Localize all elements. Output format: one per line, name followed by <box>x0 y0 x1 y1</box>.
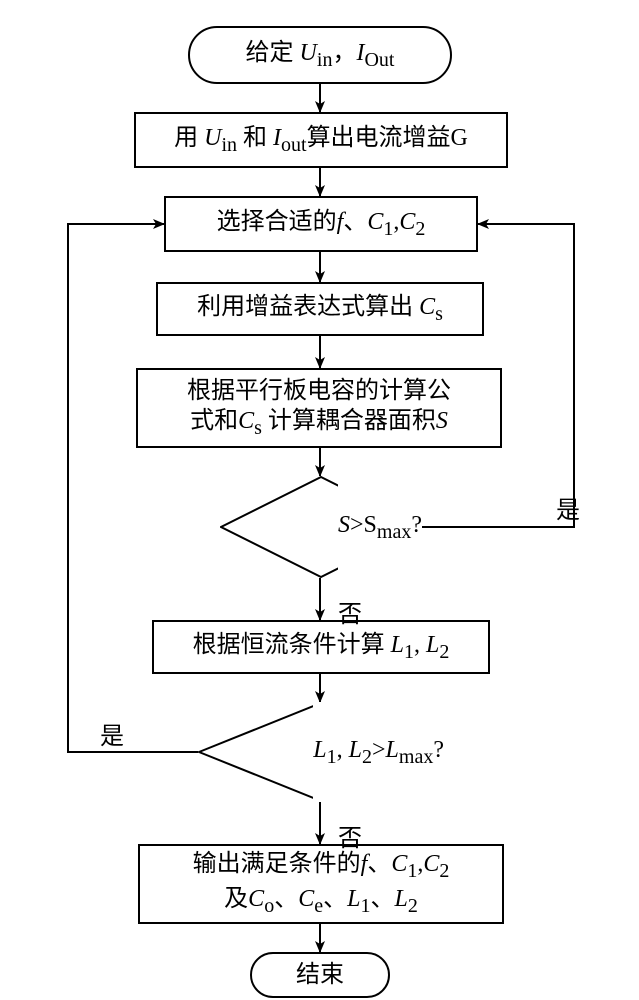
node-text: 用 Uin 和 Iout算出电流增益G <box>174 123 468 158</box>
edge-label: 否 <box>338 818 362 853</box>
edge-label: 是 <box>556 490 580 525</box>
node-d1: S>Smax? <box>220 476 422 578</box>
node-text: 给定 Uin，IOut <box>246 38 395 73</box>
node-n1: 给定 Uin，IOut <box>188 26 452 84</box>
node-n5: 根据平行板电容的计算公式和Cs 计算耦合器面积S <box>136 368 502 448</box>
node-d2: L1, L2>Lmax? <box>198 702 444 802</box>
node-text: S>Smax? <box>338 512 422 538</box>
node-n2: 用 Uin 和 Iout算出电流增益G <box>134 112 508 168</box>
node-n7: 输出满足条件的f、C1,C2及Co、Ce、L1、L2 <box>138 844 504 924</box>
node-n4: 利用增益表达式算出 Cs <box>156 282 484 336</box>
node-text: 选择合适的f、C1,C2 <box>217 207 426 242</box>
node-text: 利用增益表达式算出 Cs <box>197 292 443 327</box>
node-text: 根据平行板电容的计算公式和Cs 计算耦合器面积S <box>187 376 451 441</box>
flowchart-canvas: 给定 Uin，IOut 用 Uin 和 Iout算出电流增益G 选择合适的f、C1,… <box>0 0 639 1000</box>
node-n6: 根据恒流条件计算 L1, L2 <box>152 620 490 674</box>
edge-label: 否 <box>338 594 362 629</box>
node-text: 结束 <box>296 960 344 990</box>
node-n8: 结束 <box>250 952 390 998</box>
node-n3: 选择合适的f、C1,C2 <box>164 196 478 252</box>
edge-label: 是 <box>100 716 124 751</box>
node-text: L1, L2>Lmax? <box>313 737 444 763</box>
node-text: 根据恒流条件计算 L1, L2 <box>193 630 450 665</box>
node-text: 输出满足条件的f、C1,C2及Co、Ce、L1、L2 <box>193 849 450 919</box>
